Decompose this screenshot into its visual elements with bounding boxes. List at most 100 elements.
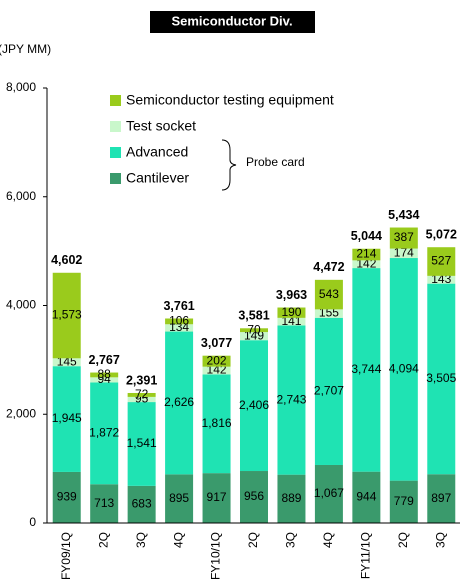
bar-segment <box>165 331 194 475</box>
legend-swatch <box>110 121 121 132</box>
x-tick-label: 4Q <box>171 532 185 548</box>
data-label: 2,743 <box>276 392 306 406</box>
y-tick-label: 4,000 <box>6 298 36 312</box>
data-label: 2,626 <box>164 395 194 409</box>
x-tick-label: FY10/1Q <box>209 532 223 580</box>
y-tick-label: 0 <box>29 515 36 529</box>
total-label: 5,044 <box>351 229 382 243</box>
data-label: 889 <box>281 491 301 505</box>
data-label: 190 <box>281 305 301 319</box>
bar-segment <box>90 372 119 378</box>
data-label: 897 <box>431 491 451 505</box>
legend-label: Advanced <box>126 144 188 160</box>
bar-segment <box>202 355 231 367</box>
x-tick-label: FY11/1Q <box>359 532 373 579</box>
data-label: 1,067 <box>314 486 344 500</box>
bar-segment <box>427 275 456 284</box>
total-label: 5,072 <box>426 228 457 242</box>
bar-segment <box>352 248 381 261</box>
data-label: 2,406 <box>239 398 269 412</box>
bar-segment <box>240 340 268 472</box>
bar-segment <box>165 474 194 523</box>
bar-segment <box>427 474 456 523</box>
bar-segment <box>52 366 81 472</box>
legend-swatch <box>110 147 121 158</box>
total-label: 3,077 <box>201 336 232 350</box>
bar-segment <box>240 332 268 341</box>
bar-segment <box>52 272 81 359</box>
data-label: 88 <box>98 367 112 381</box>
data-label: 683 <box>132 497 152 511</box>
bar-segment <box>389 248 418 259</box>
total-label: 2,391 <box>126 373 157 387</box>
bar-segment <box>314 317 343 465</box>
bar-segment <box>427 283 456 475</box>
annotation: Probe card <box>246 155 305 169</box>
total-label: 2,767 <box>89 353 120 367</box>
x-tick-label: 3Q <box>433 532 447 548</box>
data-label: 3,505 <box>426 371 456 385</box>
x-tick-label: 2Q <box>246 532 260 548</box>
chart-title: Semiconductor Div. <box>171 13 292 28</box>
legend-swatch <box>110 95 121 106</box>
bar-segment <box>127 485 156 523</box>
bar-segment <box>202 473 231 523</box>
bar-segment <box>202 366 231 375</box>
bar-segment <box>427 247 456 276</box>
bar-segment <box>352 268 381 472</box>
bar-segment <box>314 279 343 310</box>
data-label: 202 <box>207 353 227 367</box>
bar-segment <box>277 307 306 318</box>
bar-segment <box>52 471 81 523</box>
bar-segment <box>352 471 381 523</box>
data-label: 779 <box>394 494 414 508</box>
bar-segment <box>314 464 343 523</box>
data-label: 1,945 <box>52 411 82 425</box>
data-label: 1,573 <box>52 308 82 322</box>
x-tick-label: 3Q <box>284 532 298 548</box>
data-label: 713 <box>94 496 114 510</box>
data-label: 917 <box>207 490 227 504</box>
bar-segment <box>240 328 268 333</box>
bar-segment <box>277 325 306 475</box>
bar-segment <box>277 474 306 523</box>
data-label: 895 <box>169 491 189 505</box>
bar-segment <box>389 227 418 249</box>
data-label: 70 <box>247 322 261 336</box>
bar-segment <box>127 392 156 397</box>
data-label: 72 <box>135 387 149 401</box>
data-label: 214 <box>356 247 376 261</box>
data-label: 543 <box>319 287 339 301</box>
bar-segment <box>127 396 156 403</box>
bar-segment <box>90 484 119 523</box>
data-label: 2,707 <box>314 384 344 398</box>
data-label: 956 <box>244 489 264 503</box>
y-axis-label: (JPY MM) <box>0 42 51 56</box>
data-label: 1,816 <box>202 416 232 430</box>
legend-label: Test socket <box>126 118 196 134</box>
title-box <box>150 11 315 33</box>
data-label: 939 <box>57 490 77 504</box>
legend-swatch <box>110 173 121 184</box>
total-label: 4,602 <box>51 253 82 267</box>
x-tick-label: 3Q <box>134 532 148 548</box>
bar-segment <box>314 309 343 318</box>
legend-label: Cantilever <box>126 170 189 186</box>
data-label: 387 <box>394 230 414 244</box>
data-label: 174 <box>394 245 414 259</box>
data-label: 3,744 <box>351 362 381 376</box>
x-tick-label: 2Q <box>96 532 110 548</box>
legend-label: Semiconductor testing equipment <box>126 92 334 108</box>
bar-segment <box>52 358 81 367</box>
y-tick-label: 6,000 <box>6 189 36 203</box>
total-label: 4,472 <box>313 260 344 274</box>
data-label: 944 <box>356 490 376 504</box>
bar-segment <box>389 480 418 523</box>
total-label: 3,761 <box>163 299 194 313</box>
bar-segment <box>389 258 418 481</box>
bar-segment <box>165 324 194 332</box>
bar-segment <box>240 471 268 523</box>
data-label: 527 <box>431 254 451 268</box>
data-label: 106 <box>169 314 189 328</box>
